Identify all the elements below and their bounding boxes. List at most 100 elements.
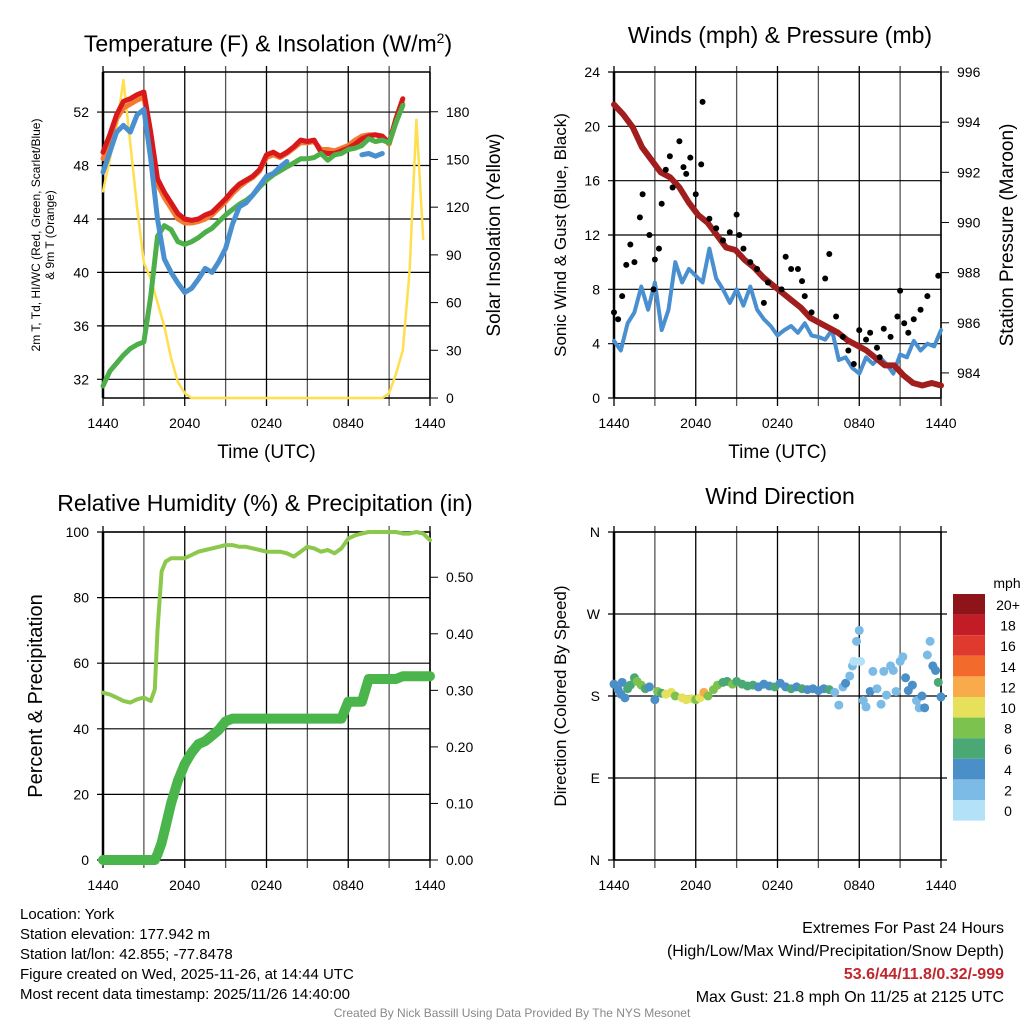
direction-point (845, 671, 855, 681)
y-tick-label: 40 (73, 721, 89, 737)
gust-point (833, 313, 840, 320)
y2-tick-label: 30 (446, 342, 462, 358)
gust-point (636, 214, 643, 221)
colorbar-swatch (953, 779, 985, 800)
x-tick-label: 1440 (87, 415, 118, 431)
gust-point (627, 241, 634, 248)
direction-point (933, 677, 943, 687)
info-latlon: Station lat/lon: 42.855; -77.8478 (20, 946, 233, 963)
gust-point (639, 191, 646, 198)
wind-panel-title: Winds (mph) & Pressure (mb) (627, 22, 933, 48)
gust-point (924, 293, 931, 300)
y2-tick-label: 990 (957, 214, 981, 230)
series-pressure (611, 101, 944, 389)
y-axis-label: Percent & Precipitation (25, 594, 47, 797)
direction-point (841, 678, 851, 688)
colorbar-label: 12 (1000, 679, 1016, 695)
extremes-legend: (High/Low/Max Wind/Precipitation/Snow De… (666, 943, 1004, 960)
x-tick-label: 0240 (251, 415, 282, 431)
x-tick-label: 1440 (598, 877, 629, 893)
gust-point (676, 138, 683, 145)
x-tick-label: 0840 (333, 415, 364, 431)
colorbar-swatch (953, 717, 985, 739)
temp-title-end: ) (444, 30, 453, 57)
colorbar-swatch (953, 800, 985, 821)
extremes-values: 53.6/44/11.8/0.32/-999 (843, 966, 1004, 983)
x-tick-label: 2040 (680, 415, 711, 431)
y2-tick-label: 984 (957, 365, 981, 381)
gust-point (897, 287, 904, 294)
dir-panel-title: Wind Direction (705, 483, 855, 509)
direction-point (670, 691, 680, 701)
rh-panel-title: Relative Humidity (%) & Precipitation (i… (57, 490, 473, 516)
colorbar-label: 20+ (996, 597, 1020, 613)
gust-point (698, 161, 705, 168)
x-tick-label: 2040 (680, 877, 711, 893)
gust-point (754, 265, 761, 272)
colorbar-label: 14 (1000, 659, 1016, 675)
y2-tick-label: 988 (957, 265, 981, 281)
direction-point (876, 699, 886, 709)
y-tick-label: 12 (584, 227, 600, 243)
y-tick-label: 20 (73, 786, 89, 802)
gust-point (631, 259, 638, 266)
direction-point (931, 665, 941, 675)
direction-point (907, 680, 917, 690)
y2-tick-label: 992 (957, 164, 981, 180)
series-precipitation (98, 671, 435, 865)
gust-point (760, 299, 767, 306)
y-tick-label: 100 (66, 524, 90, 540)
gust-point (662, 166, 669, 173)
gust-point (808, 309, 815, 316)
gust-point (905, 329, 912, 336)
y2-tick-label: 120 (446, 199, 470, 215)
x-tick-label: 2040 (169, 415, 200, 431)
y2-tick-label: 0.20 (446, 739, 473, 755)
direction-point (620, 693, 630, 703)
y-axis-label: Sonic Wind & Gust (Blue, Black) (551, 113, 570, 357)
direction-point (856, 656, 866, 666)
x-tick-label: 0840 (333, 877, 364, 893)
y2-tick-label: 0.10 (446, 795, 473, 811)
gust-point (794, 265, 801, 272)
x-axis-label: Time (UTC) (217, 442, 316, 463)
y2-tick-label: 986 (957, 315, 981, 331)
y-axis-label: Direction (Colored By Speed) (551, 585, 570, 806)
gust-point (733, 211, 740, 218)
info-recent: Most recent data timestamp: 2025/11/26 1… (20, 986, 350, 1003)
x-tick-label: 1440 (87, 877, 118, 893)
direction-point (644, 682, 654, 692)
direction-point (920, 703, 930, 713)
gust-point (680, 164, 687, 171)
y-tick-label: W (587, 606, 601, 622)
gust-point (740, 245, 747, 252)
direction-point (849, 656, 859, 666)
gust-point (845, 347, 852, 354)
y-tick-label: 20 (584, 118, 600, 134)
direction-point (872, 684, 882, 694)
x-tick-label: 0240 (762, 415, 793, 431)
gust-point (894, 313, 901, 320)
gust-point (623, 261, 630, 268)
gust-point (683, 170, 690, 177)
gust-point (655, 245, 662, 252)
extremes-heading: Extremes For Past 24 Hours (802, 920, 1004, 937)
direction-point (650, 695, 660, 705)
direction-point (917, 691, 927, 701)
direction-point (925, 636, 935, 646)
direction-point (882, 690, 891, 700)
y-tick-label: 48 (73, 158, 89, 174)
gust-point (615, 316, 622, 323)
gust-point (611, 309, 617, 316)
extremes-block: Extremes For Past 24 Hours (High/Low/Max… (667, 917, 1004, 1009)
gust-point (658, 200, 665, 207)
y-tick-label: 36 (73, 318, 89, 334)
colorbar-label: 6 (1004, 741, 1012, 757)
x-tick-label: 1440 (414, 415, 445, 431)
direction-point (898, 652, 908, 662)
gust-point (726, 229, 733, 236)
gust-point (826, 251, 833, 258)
y-axis-label-line2: & 9m T (Orange) (43, 190, 57, 280)
y2-tick-label: 0 (446, 390, 454, 406)
x-tick-label: 0840 (844, 415, 875, 431)
